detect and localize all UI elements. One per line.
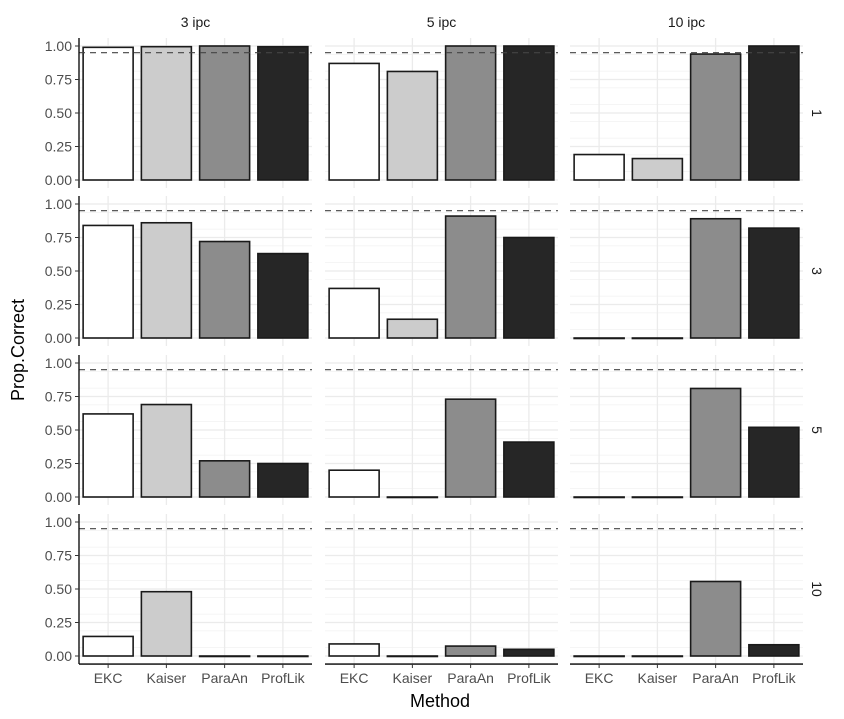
y-tick-label: 0.50 xyxy=(45,105,72,121)
bar-paraan xyxy=(198,45,251,181)
y-tick-label: 1.00 xyxy=(45,38,72,54)
bar-proflik xyxy=(257,462,309,498)
y-tick-label: 1.00 xyxy=(45,355,72,371)
y-tick-label: 0.75 xyxy=(45,72,72,88)
bar-kaiser xyxy=(140,221,193,339)
y-tick-label: 0.00 xyxy=(45,489,72,505)
bar-ekc xyxy=(328,643,380,657)
bar-paraan xyxy=(444,398,497,498)
bar-kaiser xyxy=(386,318,439,339)
bar-ekc xyxy=(82,413,134,498)
bar-kaiser xyxy=(140,590,193,657)
bar-paraan xyxy=(198,655,251,658)
bar-proflik xyxy=(748,227,800,339)
bar-paraan xyxy=(198,460,251,498)
bar-ekc xyxy=(573,337,625,340)
bar-paraan xyxy=(444,215,497,339)
bar-ekc xyxy=(573,496,625,499)
bar-proflik xyxy=(503,441,555,498)
bar-kaiser xyxy=(386,496,439,499)
bar-kaiser xyxy=(386,655,439,658)
x-tick-label: ProfLik xyxy=(507,670,552,686)
bar-ekc xyxy=(82,635,134,657)
y-tick-label: 1.00 xyxy=(45,514,72,530)
bar-ekc xyxy=(573,655,625,658)
y-tick-label: 0.00 xyxy=(45,172,72,188)
bar-ekc xyxy=(573,153,625,181)
x-tick-label: Kaiser xyxy=(393,670,433,686)
y-tick-label: 1.00 xyxy=(45,196,72,212)
bar-paraan xyxy=(689,53,742,181)
y-tick-label: 0.25 xyxy=(45,615,72,631)
bar-proflik xyxy=(257,655,309,658)
facet-column-label: 3 ipc xyxy=(181,14,211,30)
x-tick-label: EKC xyxy=(94,670,123,686)
bar-kaiser xyxy=(140,403,193,498)
y-tick-label: 0.25 xyxy=(45,139,72,155)
bar-ekc xyxy=(328,62,380,181)
y-tick-label: 0.75 xyxy=(45,389,72,405)
facet-column-label: 5 ipc xyxy=(427,14,457,30)
bar-proflik xyxy=(748,45,800,181)
x-tick-label: Kaiser xyxy=(638,670,678,686)
x-tick-label: EKC xyxy=(585,670,614,686)
y-axis-title: Prop.Correct xyxy=(8,299,28,401)
x-tick-label: ProfLik xyxy=(752,670,797,686)
y-tick-label: 0.25 xyxy=(45,456,72,472)
bar-paraan xyxy=(689,217,742,339)
bar-proflik xyxy=(748,643,800,657)
bar-proflik xyxy=(503,45,555,181)
bar-paraan xyxy=(689,580,742,657)
bar-paraan xyxy=(444,45,497,181)
facet-row-label: 1 xyxy=(809,109,825,117)
bar-paraan xyxy=(689,387,742,498)
y-tick-label: 0.00 xyxy=(45,648,72,664)
y-tick-label: 0.25 xyxy=(45,297,72,313)
bar-ekc xyxy=(328,469,380,498)
x-tick-label: ParaAn xyxy=(692,670,739,686)
bar-proflik xyxy=(503,648,555,657)
bar-proflik xyxy=(257,45,309,181)
facet-row-label: 10 xyxy=(809,581,825,597)
x-tick-label: Kaiser xyxy=(147,670,187,686)
y-tick-label: 0.00 xyxy=(45,330,72,346)
bar-kaiser xyxy=(631,337,684,340)
x-tick-label: ParaAn xyxy=(201,670,248,686)
bar-paraan xyxy=(198,240,251,339)
y-tick-label: 0.50 xyxy=(45,263,72,279)
facet-column-label: 10 ipc xyxy=(668,14,705,30)
bar-proflik xyxy=(503,236,555,339)
panels: 3 ipc 5 ipc 10 ipc 1 0.00 0.25 0.50 0.75 1.00 3 0.… xyxy=(45,14,825,686)
x-tick-label: EKC xyxy=(340,670,369,686)
bar-ekc xyxy=(82,224,134,339)
bar-ekc xyxy=(82,46,134,181)
bar-kaiser xyxy=(386,70,439,181)
bar-proflik xyxy=(748,426,800,498)
bar-kaiser xyxy=(631,157,684,181)
bar-kaiser xyxy=(140,45,193,181)
bar-ekc xyxy=(328,287,380,339)
bar-kaiser xyxy=(631,496,684,499)
y-tick-label: 0.75 xyxy=(45,230,72,246)
x-axis-title: Method xyxy=(410,691,470,711)
x-tick-label: ProfLik xyxy=(261,670,306,686)
facet-row-label: 5 xyxy=(809,426,825,434)
facet-row-label: 3 xyxy=(809,267,825,275)
bar-kaiser xyxy=(631,655,684,658)
y-tick-label: 0.75 xyxy=(45,548,72,564)
x-tick-label: ParaAn xyxy=(447,670,494,686)
y-tick-label: 0.50 xyxy=(45,422,72,438)
y-tick-label: 0.50 xyxy=(45,581,72,597)
bar-paraan xyxy=(444,645,497,657)
bar-proflik xyxy=(257,252,309,339)
